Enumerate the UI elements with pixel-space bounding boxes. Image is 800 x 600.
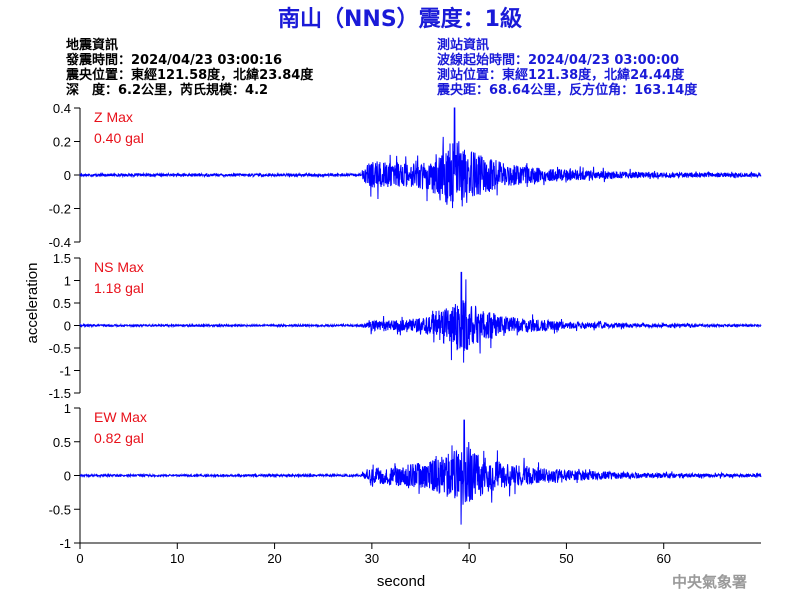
panel-max-value-z: 0.40 gal — [94, 130, 144, 146]
y-tick-label: -0.4 — [49, 235, 71, 250]
panel-max-label-z: Z Max — [94, 109, 133, 125]
y-tick-label: 1 — [64, 274, 71, 289]
earthquake-info: 地震資訊 發震時間：2024/04/23 03:00:16 震央位置：東經121… — [65, 37, 314, 98]
panel-ns: 1.5 1 0.5 0 -0.5 -1 -1.5 NS Max 1.18 gal — [49, 251, 762, 401]
x-tick-label: 10 — [170, 551, 184, 566]
x-tick-label: 50 — [559, 551, 573, 566]
y-tick-label: -0.5 — [49, 502, 71, 517]
y-tick-label: 0.5 — [53, 296, 71, 311]
x-tick-label: 0 — [76, 551, 83, 566]
y-tick-label: 0.5 — [53, 435, 71, 450]
x-axis-label: second — [377, 573, 425, 590]
y-tick-label: 0 — [64, 168, 71, 183]
station-waveform-start: 波線起始時間：2024/04/23 03:00:00 — [437, 52, 679, 68]
x-tick-label: 20 — [267, 551, 281, 566]
x-tick-label: 60 — [656, 551, 670, 566]
panel-ew: 1 0.5 0 -0.5 -1 EW Max 0.82 gal — [49, 401, 762, 551]
panels: 0.4 0.2 0 -0.2 -0.4 Z Max 0.40 gal 1.5 1 0.5 0 -0.5… — [49, 101, 762, 566]
x-axis: 0 10 20 30 40 50 60 — [76, 542, 761, 566]
y-tick-label: 1 — [64, 401, 71, 416]
panel-max-label-ew: EW Max — [94, 409, 147, 425]
station-distance: 震央距：68.64公里，反方位角：163.14度 — [436, 82, 698, 98]
panel-max-label-ns: NS Max — [94, 259, 144, 275]
waveform-z — [79, 107, 762, 209]
y-tick-label: -1.5 — [49, 386, 71, 401]
y-tick-label: 1.5 — [53, 251, 71, 266]
station-info: 測站資訊 波線起始時間：2024/04/23 03:00:00 測站位置：東經1… — [436, 37, 698, 98]
waveform-ns — [79, 271, 762, 363]
chart-title: 南山（NNS）震度：1級 — [278, 6, 522, 32]
y-tick-label: 0 — [64, 319, 71, 334]
station-info-heading: 測站資訊 — [437, 37, 489, 53]
waveform-ew — [79, 419, 762, 525]
x-tick-label: 30 — [365, 551, 379, 566]
earthquake-info-heading: 地震資訊 — [66, 37, 118, 53]
y-axis-label: acceleration — [24, 263, 41, 344]
y-tick-label: 0.2 — [53, 135, 71, 150]
panel-max-value-ns: 1.18 gal — [94, 280, 144, 296]
y-tick-label: -0.5 — [49, 341, 71, 356]
station-location: 測站位置：東經121.38度，北緯24.44度 — [437, 67, 685, 83]
y-tick-label: -1 — [59, 536, 71, 551]
earthquake-epicenter: 震央位置：東經121.58度，北緯23.84度 — [65, 67, 314, 83]
earthquake-depth-magnitude: 深 度：6.2公里，芮氏規模：4.2 — [66, 82, 268, 98]
y-tick-label: 0 — [64, 469, 71, 484]
y-tick-label: 0.4 — [53, 101, 71, 116]
earthquake-time: 發震時間：2024/04/23 03:00:16 — [65, 52, 282, 68]
panel-max-value-ew: 0.82 gal — [94, 430, 144, 446]
agency-label: 中央氣象署 — [672, 573, 747, 591]
panel-z: 0.4 0.2 0 -0.2 -0.4 Z Max 0.40 gal — [49, 101, 762, 250]
x-tick-label: 40 — [462, 551, 476, 566]
y-tick-label: -0.2 — [49, 202, 71, 217]
y-tick-label: -1 — [59, 364, 71, 379]
